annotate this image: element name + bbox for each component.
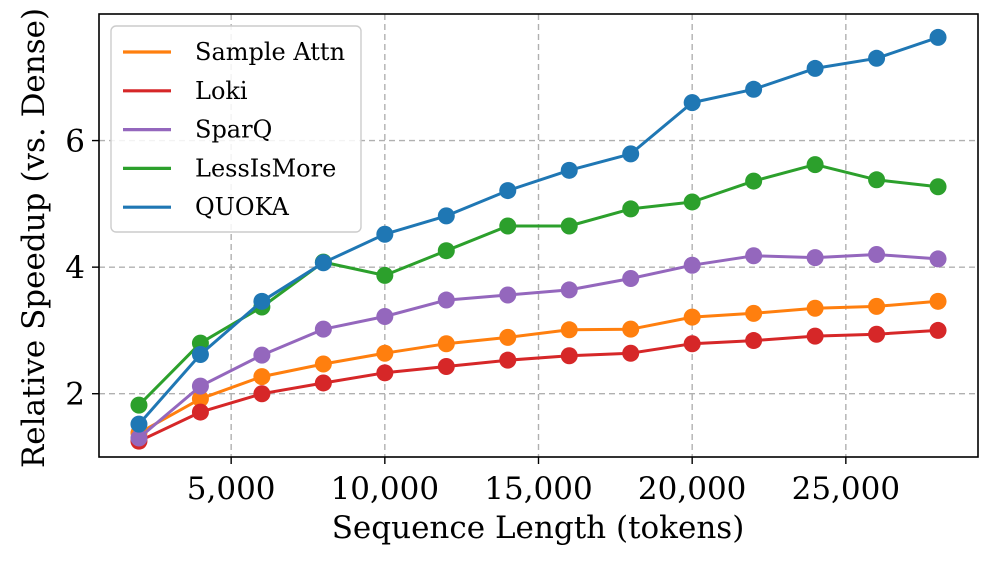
- data-point-lessismore: [437, 242, 455, 260]
- data-point-quoka: [191, 345, 209, 363]
- data-point-quoka: [745, 80, 763, 98]
- data-point-loki: [499, 351, 517, 369]
- data-point-sample-attn: [376, 344, 394, 362]
- data-point-quoka: [683, 94, 701, 112]
- data-point-quoka: [806, 59, 824, 77]
- data-point-sample-attn: [745, 304, 763, 322]
- data-point-sample-attn: [806, 299, 824, 317]
- data-point-sparq: [191, 377, 209, 395]
- data-point-sparq: [745, 247, 763, 265]
- series-sample-attn: [130, 292, 947, 442]
- data-point-sample-attn: [622, 320, 640, 338]
- data-point-quoka: [437, 207, 455, 225]
- data-point-quoka: [253, 292, 271, 310]
- data-point-sample-attn: [929, 292, 947, 310]
- series-sparq: [130, 245, 947, 447]
- data-point-quoka: [376, 225, 394, 243]
- data-point-loki: [683, 335, 701, 353]
- data-point-quoka: [130, 415, 148, 433]
- data-point-sample-attn: [868, 297, 886, 315]
- data-point-sparq: [437, 291, 455, 309]
- y-tick-label: 4: [65, 250, 85, 286]
- y-axis: 2 4 6: [65, 124, 99, 413]
- x-axis: 5,000 10,000 15,000 20,000 25,000: [187, 457, 900, 507]
- data-point-sample-attn: [437, 335, 455, 353]
- data-point-sparq: [868, 245, 886, 263]
- data-point-lessismore: [806, 156, 824, 174]
- data-point-loki: [191, 403, 209, 421]
- y-axis-title: Relative Speedup (vs. Dense): [16, 8, 52, 468]
- data-point-sparq: [253, 346, 271, 364]
- data-point-quoka: [929, 28, 947, 46]
- data-point-loki: [929, 321, 947, 339]
- data-point-loki: [622, 344, 640, 362]
- data-point-sample-attn: [314, 355, 332, 373]
- x-tick-label: 10,000: [331, 471, 439, 507]
- data-point-lessismore: [929, 178, 947, 196]
- series-line-sparq: [138, 253, 939, 440]
- series-line-sample-attn: [138, 299, 939, 435]
- series-line-quoka: [137, 35, 939, 426]
- data-point-sparq: [130, 429, 148, 447]
- data-point-loki: [745, 332, 763, 350]
- data-point-quoka: [622, 145, 640, 163]
- data-point-sparq: [314, 320, 332, 338]
- series-layer: [130, 28, 947, 450]
- data-point-sparq: [560, 281, 578, 299]
- data-point-loki: [806, 327, 824, 345]
- data-point-lessismore: [130, 396, 148, 414]
- data-point-sample-attn: [499, 328, 517, 346]
- x-tick-label: 5,000: [187, 471, 276, 507]
- data-point-loki: [314, 374, 332, 392]
- y-tick-label: 6: [65, 124, 85, 160]
- legend-label: LessIsMore: [195, 154, 336, 182]
- data-point-sparq: [499, 286, 517, 304]
- data-point-sparq: [622, 270, 640, 288]
- data-point-lessismore: [683, 193, 701, 211]
- x-tick-label: 20,000: [638, 471, 746, 507]
- data-point-sparq: [806, 249, 824, 267]
- data-point-loki: [560, 347, 578, 365]
- series-quoka: [130, 28, 947, 433]
- legend-label: QUOKA: [195, 193, 290, 221]
- data-point-quoka: [314, 254, 332, 272]
- legend-box: [110, 25, 362, 233]
- data-point-loki: [376, 364, 394, 382]
- data-point-lessismore: [499, 217, 517, 235]
- data-point-quoka: [868, 49, 886, 67]
- data-point-loki: [437, 358, 455, 376]
- series-line-lessismore: [137, 163, 939, 407]
- data-point-loki: [253, 385, 271, 403]
- legend-label: Loki: [195, 77, 248, 105]
- data-point-lessismore: [376, 266, 394, 284]
- data-point-sample-attn: [560, 321, 578, 339]
- data-point-lessismore: [868, 171, 886, 189]
- data-point-lessismore: [560, 217, 578, 235]
- data-point-sparq: [376, 308, 394, 326]
- legend-label: Sample Attn: [195, 38, 345, 66]
- data-point-sparq: [683, 256, 701, 274]
- data-point-sample-attn: [253, 368, 271, 386]
- data-point-sparq: [929, 250, 947, 268]
- legend-label: SparQ: [195, 116, 272, 144]
- y-tick-label: 2: [65, 377, 85, 413]
- data-point-sample-attn: [683, 308, 701, 326]
- x-axis-title: Sequence Length (tokens): [332, 510, 745, 546]
- series-line-loki: [138, 328, 939, 443]
- x-tick-label: 25,000: [792, 471, 900, 507]
- x-tick-label: 15,000: [484, 471, 592, 507]
- data-point-quoka: [560, 161, 578, 179]
- data-point-lessismore: [745, 172, 763, 190]
- data-point-sample-attn: [191, 390, 209, 408]
- data-point-loki: [868, 325, 886, 343]
- data-point-quoka: [499, 182, 517, 200]
- data-point-lessismore: [622, 200, 640, 218]
- legend: Sample Attn Loki SparQ LessIsMore QUOKA: [110, 25, 362, 233]
